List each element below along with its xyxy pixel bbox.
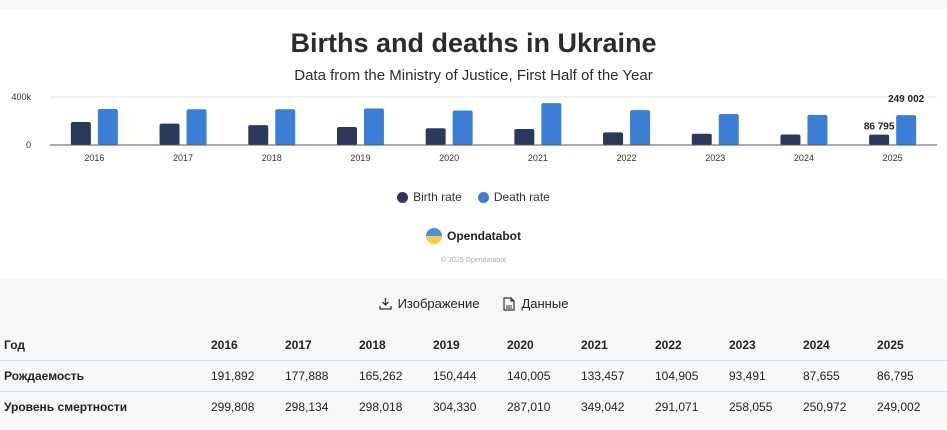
legend-swatch-death (477, 191, 489, 203)
table-header-cell: 2017 (285, 338, 312, 352)
x-tick-label: 2022 (617, 153, 637, 163)
table-row: Уровень смертности 299,808 298,134 298,0… (0, 391, 947, 422)
table-header-cell: 2025 (877, 338, 904, 352)
table-header-cell: 2016 (211, 338, 238, 352)
chart-subtitle: Data from the Ministry of Justice, First… (294, 67, 653, 84)
table-cell: 93,491 (725, 360, 799, 392)
x-tick-label: 2017 (173, 153, 193, 163)
table-cell: 287,010 (503, 391, 577, 422)
bar-death (97, 109, 118, 145)
table-cell: 86,795 (873, 360, 947, 392)
chart-card: Births and deaths in Ukraine Data from t… (0, 10, 947, 278)
opendatabot-logo-icon (426, 228, 442, 244)
copyright: © 2025 Opendatabot (440, 257, 507, 264)
table-cell: 258,055 (725, 391, 799, 422)
table-cell: 150,444 (429, 360, 503, 392)
row-label: Рождаемость (0, 360, 207, 392)
row-label: Уровень смертности (0, 391, 207, 422)
bar-birth (248, 125, 269, 145)
bar-death (807, 114, 828, 145)
x-tick-label: 2016 (84, 153, 104, 163)
brand: Opendatabot (0, 228, 947, 244)
table-header-cell: 2024 (803, 338, 830, 352)
actions-bar: Изображение Данные (0, 296, 947, 311)
x-tick-label: 2019 (350, 153, 370, 163)
table-cell: 87,655 (799, 360, 873, 392)
bar-birth (159, 123, 180, 145)
table-header-cell: Год (4, 338, 25, 352)
table-header-row: Год 2016 2017 2018 2019 2020 2021 2022 2… (0, 330, 947, 361)
data-label: 86 795 (864, 122, 895, 133)
legend-label-birth: Birth rate (413, 190, 462, 204)
table-row: Рождаемость 191,892 177,888 165,262 150,… (0, 360, 947, 392)
table-cell: 140,005 (503, 360, 577, 392)
bar-death (630, 110, 651, 145)
table-header-cell: 2021 (581, 338, 608, 352)
brand-name: Opendatabot (447, 229, 521, 243)
bar-birth (514, 128, 535, 145)
table-cell: 299,808 (207, 391, 281, 422)
download-image-label: Изображение (397, 296, 480, 311)
x-tick-label: 2024 (794, 153, 814, 163)
chart-legend: Birth rate Death rate (0, 190, 947, 204)
download-data-button[interactable]: Данные (503, 296, 568, 311)
table-cell: 191,892 (207, 360, 281, 392)
bar-chart: 0 400k 2016 2017 2018 2019 2020 2021 2022 2023 202… (11, 92, 937, 163)
legend-item-death[interactable]: Death rate (477, 190, 550, 204)
table-cell: 177,888 (281, 360, 355, 392)
table-header-cell: 2019 (433, 338, 460, 352)
table-header-cell: 2022 (655, 338, 682, 352)
data-label: 249 002 (888, 94, 925, 105)
x-tick-label: 2021 (528, 153, 548, 163)
x-tick-label: 2020 (439, 153, 459, 163)
bar-death (452, 110, 473, 145)
table-cell: 104,905 (651, 360, 725, 392)
legend-item-birth[interactable]: Birth rate (397, 190, 462, 204)
data-table: Год 2016 2017 2018 2019 2020 2021 2022 2… (0, 330, 947, 422)
bar-birth (70, 121, 91, 145)
file-icon (503, 296, 516, 311)
bar-death (541, 103, 562, 145)
bar-birth (425, 128, 446, 145)
y-tick-label: 400k (11, 92, 31, 102)
table-header-cell: 2023 (729, 338, 756, 352)
legend-label-death: Death rate (493, 190, 550, 204)
x-tick-label: 2025 (883, 153, 903, 163)
table-header-cell: 2020 (507, 338, 534, 352)
legend-swatch-birth (397, 191, 409, 203)
y-tick-label: 0 (26, 140, 31, 150)
table-cell: 165,262 (355, 360, 429, 392)
table-cell: 133,457 (577, 360, 651, 392)
table-cell: 349,042 (577, 391, 651, 422)
bar-birth (603, 132, 624, 145)
table-header-cell: 2018 (359, 338, 386, 352)
x-tick-label: 2023 (705, 153, 725, 163)
bar-death (363, 108, 384, 145)
download-image-button[interactable]: Изображение (378, 296, 480, 311)
bar-death (718, 114, 739, 145)
bar-birth (869, 134, 890, 145)
chart-title: Births and deaths in Ukraine (290, 28, 657, 58)
bar-birth (691, 133, 712, 145)
table-cell: 291,071 (651, 391, 725, 422)
table-cell: 298,018 (355, 391, 429, 422)
bar-death (896, 115, 917, 145)
bar-death (275, 109, 296, 145)
bar-birth (336, 126, 357, 145)
table-cell: 250,972 (799, 391, 873, 422)
download-data-label: Данные (521, 296, 569, 311)
bar-birth (780, 134, 801, 145)
table-cell: 304,330 (429, 391, 503, 422)
x-tick-label: 2018 (262, 153, 282, 163)
table-cell: 298,134 (281, 391, 355, 422)
table-cell: 249,002 (873, 391, 947, 422)
download-icon (378, 298, 392, 310)
bar-death (186, 109, 207, 145)
